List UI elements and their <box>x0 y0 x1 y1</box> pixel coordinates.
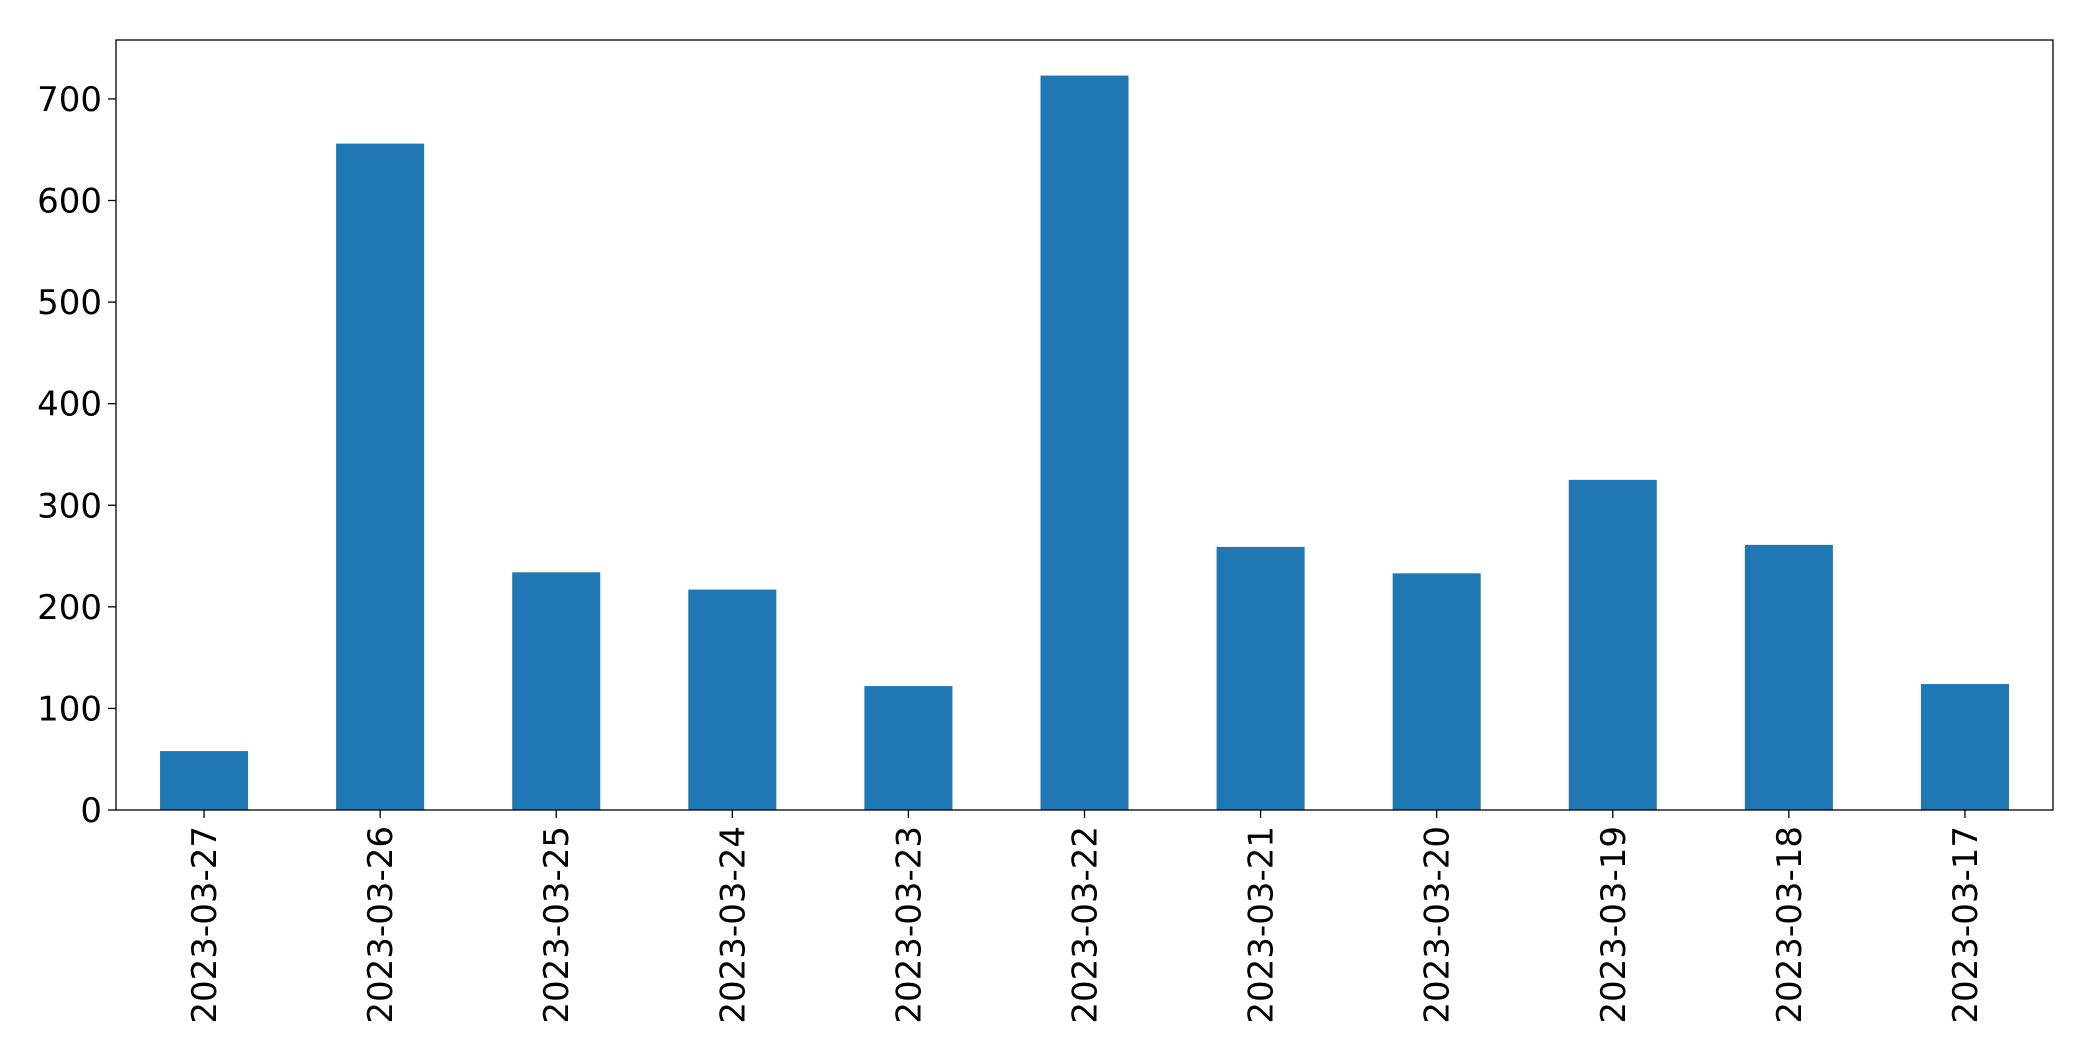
x-tick-label: 2023-03-24 <box>713 826 753 1024</box>
x-tick-label: 2023-03-26 <box>361 826 401 1024</box>
x-tick-label: 2023-03-20 <box>1418 826 1458 1024</box>
bar <box>1040 75 1129 811</box>
bar <box>864 686 953 810</box>
y-tick-label: 200 <box>37 588 102 628</box>
bar <box>1568 479 1657 810</box>
x-tick-label: 2023-03-23 <box>889 826 929 1024</box>
x-tick-label: 2023-03-17 <box>1946 826 1986 1024</box>
y-tick-label: 500 <box>37 283 102 323</box>
x-tick-label: 2023-03-22 <box>1066 826 1106 1024</box>
bar <box>512 572 601 810</box>
plot-frame <box>115 39 2054 811</box>
y-tick-label: 300 <box>37 486 102 526</box>
x-tick-label: 2023-03-21 <box>1242 826 1282 1024</box>
bar <box>160 751 249 810</box>
bar <box>1744 544 1833 810</box>
y-tick-label: 600 <box>37 182 102 222</box>
y-tick-label: 700 <box>37 80 102 120</box>
y-tick-label: 0 <box>80 791 102 831</box>
bar <box>336 143 425 811</box>
y-tick-label: 400 <box>37 385 102 425</box>
y-tick-label: 100 <box>37 689 102 729</box>
bar <box>1392 573 1481 810</box>
bar <box>688 589 777 810</box>
x-tick-label: 2023-03-27 <box>185 826 225 1024</box>
x-tick-label: 2023-03-18 <box>1770 826 1810 1024</box>
x-tick-label: 2023-03-19 <box>1594 826 1634 1024</box>
bar <box>1920 684 2009 810</box>
x-tick-label: 2023-03-25 <box>537 826 577 1024</box>
bar <box>1216 546 1305 810</box>
